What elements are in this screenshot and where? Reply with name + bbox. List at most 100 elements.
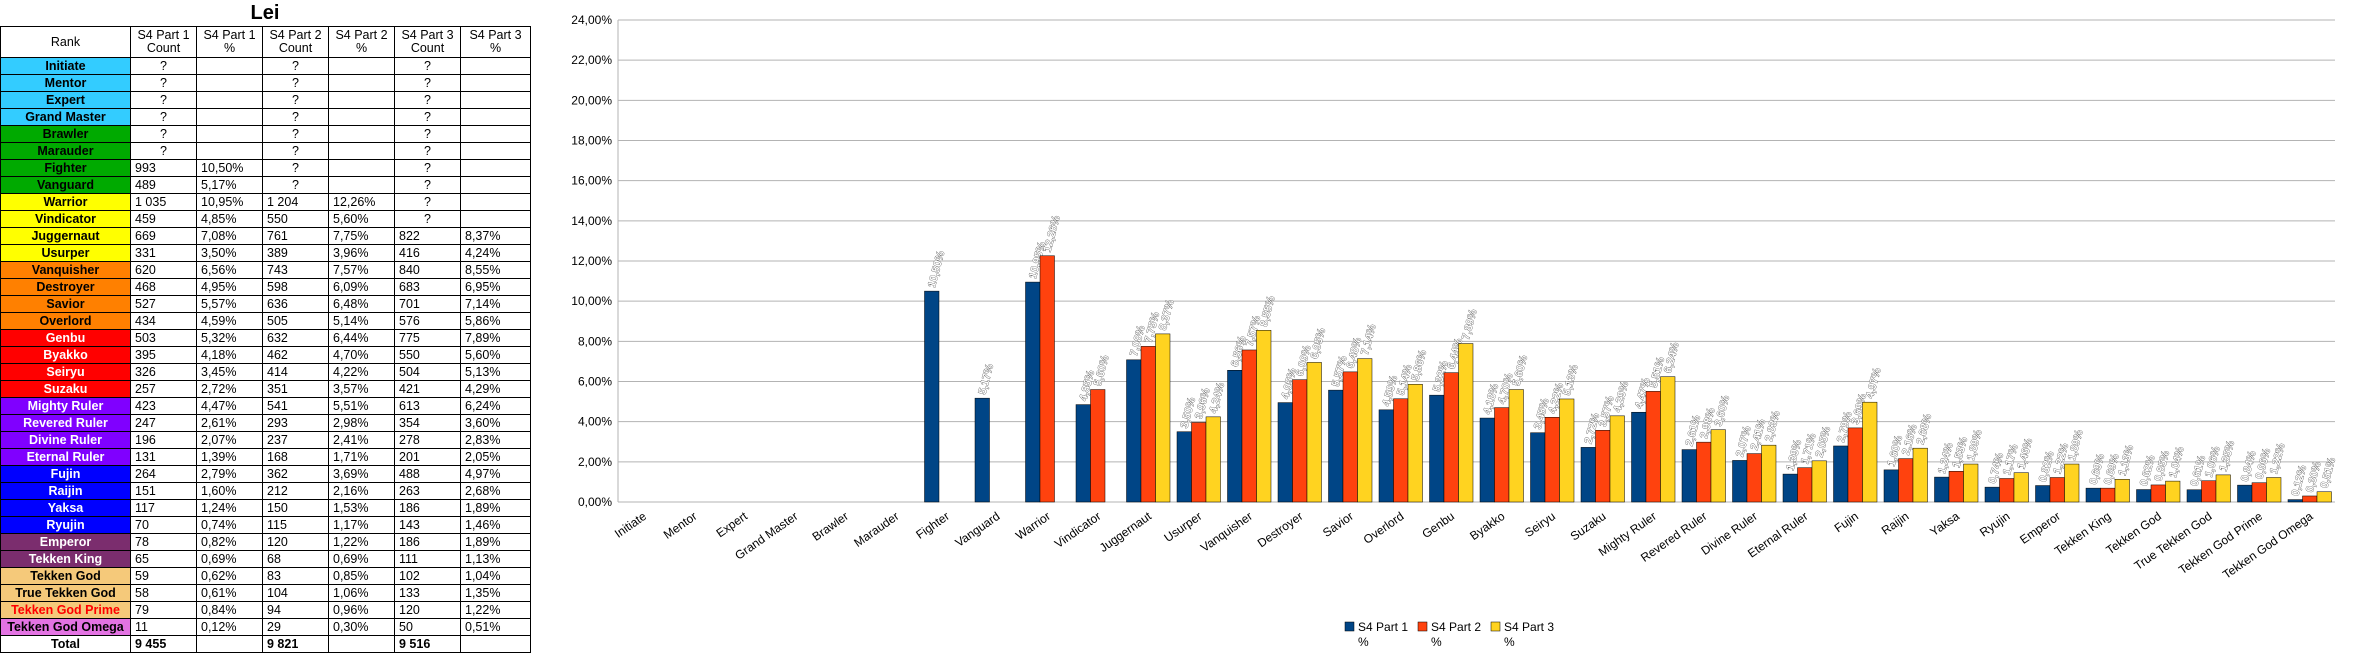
x-tick-label: Fighter (913, 509, 952, 542)
p3-pct-cell: 1,35% (460, 584, 531, 602)
p2-pct-cell (328, 142, 395, 160)
table-row: Brawler??? (0, 125, 531, 143)
p1-count-cell: 434 (130, 312, 197, 330)
table-row: Eternal Ruler 131 1,39% 168 1,71% 201 2,05% (0, 448, 531, 466)
p3-pct-cell: 5,86% (460, 312, 531, 330)
p1-pct-cell: 4,47% (196, 397, 263, 415)
bar (1732, 460, 1748, 503)
p2-count-cell: 104 (262, 584, 329, 602)
data-label: 6,95% (1309, 327, 1329, 360)
x-tick-label: Savior (1320, 509, 1356, 540)
p2-count-cell: 120 (262, 533, 329, 551)
data-label: 4,97% (1864, 367, 1884, 400)
y-tick-label: 24,00% (571, 13, 612, 27)
p3-count-cell: ? (394, 125, 461, 143)
p3-count-cell: 111 (394, 550, 461, 568)
legend-swatch (1417, 621, 1428, 632)
p3-pct-cell: 6,24% (460, 397, 531, 415)
rank-name-cell: Overlord (0, 312, 131, 330)
p3-pct-cell: 5,60% (460, 346, 531, 364)
legend-label-unit: % (1504, 635, 1515, 649)
p2-pct-cell: 7,57% (328, 261, 395, 279)
rank-name-cell: Tekken King (0, 550, 131, 568)
bar (974, 397, 990, 503)
p3-count-cell: 416 (394, 244, 461, 262)
bar (2302, 495, 2318, 503)
rank-name-cell: Tekken God (0, 567, 131, 585)
bar (1342, 371, 1358, 503)
y-tick-label: 20,00% (571, 93, 612, 107)
p2-pct-cell: 7,75% (328, 227, 395, 245)
p1-pct-cell: 0,61% (196, 584, 263, 602)
bar (1963, 463, 1979, 503)
p1-pct-cell (196, 108, 263, 126)
x-tick-label: Byakko (1467, 509, 1508, 543)
table-row: Seiryu 326 3,45% 414 4,22% 504 5,13% (0, 363, 531, 381)
rank-name-cell: Seiryu (0, 363, 131, 381)
bar (1155, 333, 1171, 503)
y-tick-label: 12,00% (571, 254, 612, 268)
bar (2100, 487, 2116, 503)
p1-pct-cell: 0,69% (196, 550, 263, 568)
x-tick-label: Brawler (810, 509, 851, 544)
bar (1025, 281, 1041, 503)
bar (1393, 398, 1409, 503)
x-tick-label: Destroyer (1255, 509, 1306, 550)
bar (1075, 404, 1091, 503)
p3-count-cell: ? (394, 57, 461, 75)
p1-count-cell: 669 (130, 227, 197, 245)
table-row: Destroyer 468 4,95% 598 6,09% 683 6,95% (0, 278, 531, 296)
bar (1797, 467, 1813, 503)
rank-name-cell: Yaksa (0, 499, 131, 517)
x-tick-label: Vindicator (1052, 509, 1104, 551)
rank-name-cell: Emperor (0, 533, 131, 551)
y-tick-label: 2,00% (578, 455, 612, 469)
bar (1948, 471, 1964, 503)
rank-name-cell: Vindicator (0, 210, 131, 228)
p2-pct-cell (328, 159, 395, 177)
p2-pct-cell: 1,06% (328, 584, 395, 602)
data-label: 1,35% (2218, 439, 2238, 472)
data-label: 5,60% (1092, 354, 1112, 387)
p1-count-cell: ? (130, 108, 197, 126)
table-row: Emperor 78 0,82% 120 1,22% 186 1,89% (0, 533, 531, 551)
p1-count-cell: 78 (130, 533, 197, 551)
header-p1-pct: S4 Part 1 % (196, 26, 263, 58)
bar (1833, 445, 1849, 503)
p2-count-cell: 29 (262, 618, 329, 636)
rank-spreadsheet: Lei Rank S4 Part 1 Count S4 Part 1 % S4 … (0, 0, 531, 653)
p2-count-cell: ? (262, 57, 329, 75)
bar (2114, 479, 2130, 503)
p3-count-cell: ? (394, 159, 461, 177)
x-tick-label: Raijin (1879, 509, 1912, 538)
sheet-title: Lei (250, 2, 280, 24)
bar (1256, 330, 1272, 503)
p1-pct-cell: 0,82% (196, 533, 263, 551)
rank-name-cell: Fujin (0, 465, 131, 483)
bar (1176, 431, 1192, 503)
x-tick-label: Seiryu (1522, 509, 1558, 540)
table-row: Grand Master??? (0, 108, 531, 126)
bar (1191, 422, 1207, 503)
legend-swatch (1490, 621, 1501, 632)
total-row: Total 9 455 9 821 9 516 (0, 635, 531, 653)
table-row: Juggernaut 669 7,08% 761 7,75% 822 8,37% (0, 227, 531, 245)
bar (2287, 499, 2303, 503)
x-tick-label: Emperor (2017, 509, 2063, 547)
legend-label-unit: % (1358, 635, 1369, 649)
p1-count-cell: 70 (130, 516, 197, 534)
rank-name-cell: Genbu (0, 329, 131, 347)
bar (1559, 398, 1575, 503)
data-label: 1,89% (2066, 428, 2086, 461)
bar (1883, 469, 1899, 503)
x-tick-label: Fujin (1832, 509, 1861, 535)
p1-count-cell: ? (130, 142, 197, 160)
data-label: 1,89% (1965, 428, 1985, 461)
legend-label-unit: % (1431, 635, 1442, 649)
total-label: Total (0, 635, 131, 653)
header-p3-pct: S4 Part 3 % (460, 26, 531, 58)
data-label: 8,55% (1258, 295, 1278, 328)
x-tick-label: Initiate (612, 509, 649, 541)
data-label: 4,29% (1612, 380, 1632, 413)
p3-pct-cell: 8,55% (460, 261, 531, 279)
